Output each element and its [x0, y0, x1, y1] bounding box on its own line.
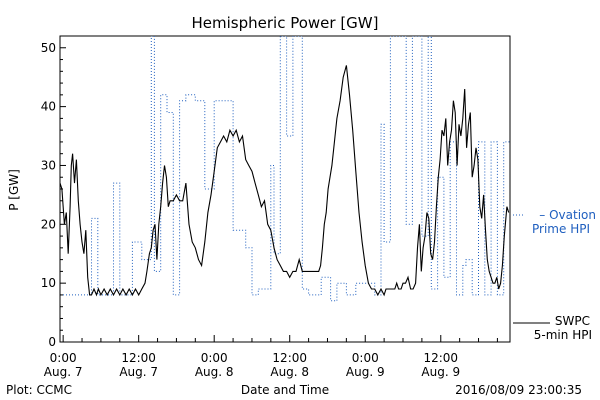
- legend-swpc: SWPC 5-min HPI: [513, 314, 592, 342]
- x-tick-time-label: 12:00: [423, 351, 458, 365]
- x-tick-date-label: Aug. 9: [421, 365, 460, 379]
- x-tick-time-label: 0:00: [352, 351, 379, 365]
- plot-frame: [59, 35, 511, 343]
- y-tick-label: 30: [41, 158, 56, 172]
- y-tick-label: 40: [41, 100, 56, 114]
- legend: – Ovation Prime HPI SWPC 5-min HPI: [513, 208, 596, 342]
- legend-ovation-line2: Prime HPI: [532, 222, 590, 236]
- x-tick-date-label: Aug. 7: [119, 365, 158, 379]
- y-tick-label: 20: [41, 217, 56, 231]
- x-tick-date-label: Aug. 9: [346, 365, 385, 379]
- x-tick-time-label: 12:00: [272, 351, 307, 365]
- y-tick-label: 0: [48, 335, 56, 349]
- legend-ovation-line1: – Ovation: [539, 208, 596, 222]
- plot-area: [59, 35, 511, 343]
- legend-ovation: – Ovation Prime HPI: [513, 208, 596, 236]
- y-axis-label: P [GW]: [7, 169, 21, 211]
- x-tick-time-label: 0:00: [201, 351, 228, 365]
- legend-swpc-line1: SWPC: [555, 314, 590, 328]
- x-tick-time-label: 12:00: [121, 351, 156, 365]
- y-tick-label: 50: [41, 41, 56, 55]
- x-tick-time-label: 0:00: [50, 351, 77, 365]
- chart-title: Hemispheric Power [GW]: [192, 14, 379, 32]
- y-tick-label: 10: [41, 276, 56, 290]
- ovation-prime-hpi-line: [60, 36, 510, 302]
- legend-swpc-line2: 5-min HPI: [534, 328, 592, 342]
- x-tick-date-label: Aug. 8: [270, 365, 309, 379]
- plot-timestamp: 2016/08/09 23:00:35: [455, 383, 582, 397]
- swpc-hpi-line: [60, 65, 510, 297]
- plot-credit: Plot: CCMC: [6, 383, 72, 397]
- x-tick-date-label: Aug. 8: [195, 365, 234, 379]
- x-tick-date-label: Aug. 7: [44, 365, 83, 379]
- x-axis-label: Date and Time: [241, 383, 329, 397]
